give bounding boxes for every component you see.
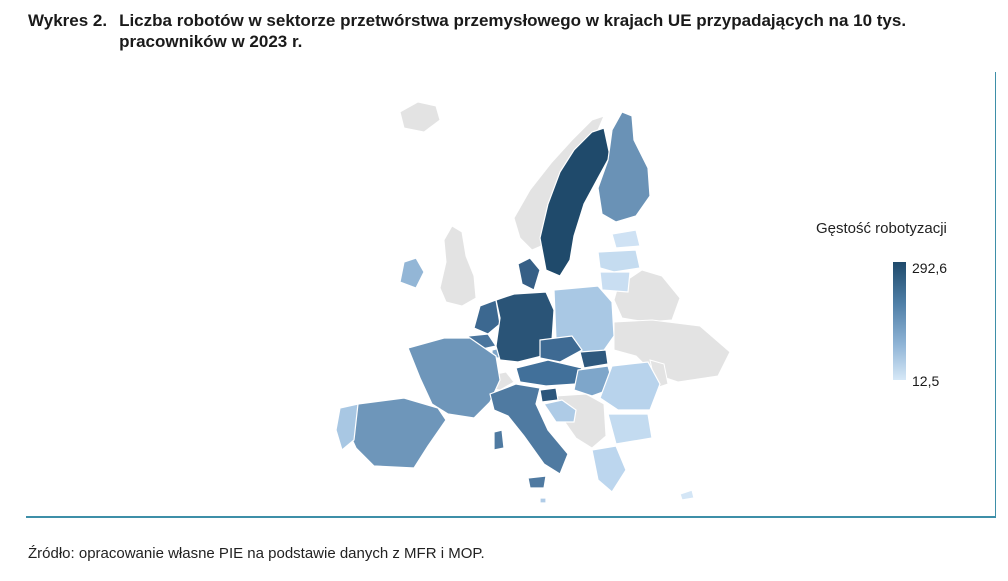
region-estonia	[611, 229, 641, 249]
figure-title: Liczba robotów w sektorze przetwórstwa p…	[119, 11, 907, 51]
region-finland	[597, 111, 651, 223]
eu-choropleth-map	[335, 101, 731, 504]
region-lithuania	[599, 271, 631, 293]
legend-min-label: 12,5	[912, 373, 940, 389]
region-netherlands	[473, 299, 501, 335]
region-ireland	[399, 257, 425, 289]
region-sweden	[539, 127, 611, 277]
region-belarus-russia	[613, 269, 681, 323]
chart-title: Wykres 2. Liczba robotów w sektorze prze…	[28, 10, 998, 52]
region-sicily	[527, 475, 547, 489]
region-croatia	[543, 399, 577, 423]
region-bulgaria	[607, 413, 653, 445]
region-slovenia	[539, 387, 559, 403]
legend-color-scale	[893, 262, 906, 380]
region-great-britain	[439, 225, 477, 307]
region-cyprus	[679, 489, 695, 501]
region-greece	[591, 445, 627, 493]
region-malta	[539, 497, 547, 504]
legend-title: Gęstość robotyzacji	[816, 220, 947, 237]
region-austria	[515, 359, 583, 387]
region-ukraine	[613, 319, 731, 383]
region-portugal	[335, 403, 359, 452]
region-romania	[599, 361, 661, 411]
region-czechia	[539, 335, 583, 363]
legend-max-label: 292,6	[912, 260, 948, 276]
region-slovakia	[579, 349, 609, 369]
figure-number: Wykres 2.	[28, 11, 108, 30]
region-spain	[345, 397, 447, 469]
region-latvia	[597, 249, 641, 273]
region-italy	[489, 383, 569, 475]
region-sardinia	[493, 429, 505, 451]
source-note: Źródło: opracowanie własne PIE na podsta…	[28, 545, 485, 562]
region-france	[407, 337, 501, 419]
map-panel	[26, 72, 996, 518]
region-denmark	[517, 257, 541, 291]
region-iceland	[399, 101, 441, 133]
